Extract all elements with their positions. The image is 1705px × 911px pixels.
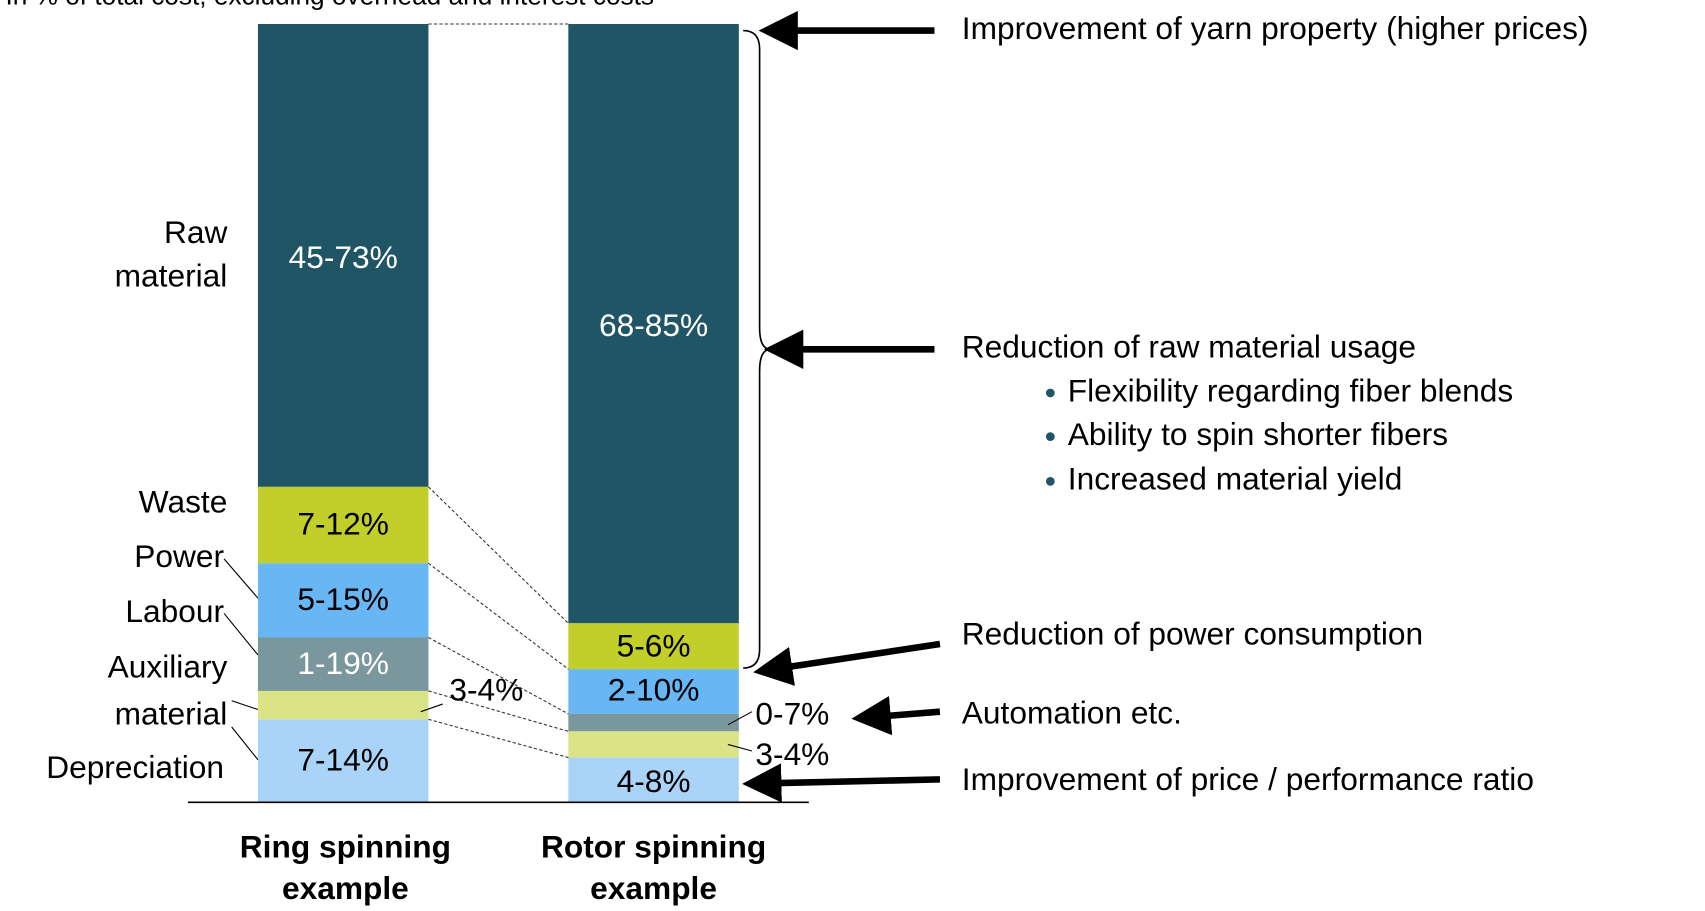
bullet [1045, 388, 1055, 398]
connectors [428, 23, 569, 759]
segment [257, 486, 429, 564]
leaders [223, 558, 259, 761]
category-label: Rotor spinning [541, 829, 766, 865]
arrows [742, 10, 941, 803]
segment [568, 669, 739, 714]
category-label: example [282, 870, 409, 906]
annotation: Reduction of raw material usage [962, 329, 1416, 365]
segment-label: 1-19% [297, 645, 389, 681]
bullet [1045, 477, 1055, 486]
rotor-bar [568, 24, 739, 803]
subtitle: In % of total cost, excluding overhead a… [5, 0, 654, 11]
segment-label: 5-6% [617, 628, 691, 664]
segment-label: 5-15% [297, 581, 389, 617]
annotation: Reduction of power consumption [962, 616, 1423, 652]
segment-label: 68-85% [599, 307, 708, 343]
bullet [1045, 432, 1055, 441]
category-label: Ring spinning [240, 829, 451, 865]
leader [420, 703, 443, 713]
row-label: Power [134, 538, 224, 574]
segment [257, 719, 429, 803]
row-label: Raw [164, 214, 228, 250]
segment-label: 2-10% [608, 671, 700, 707]
row-label: Waste [139, 484, 228, 520]
row-label: Auxiliary [108, 649, 228, 685]
segment-label: 0-7% [755, 695, 829, 731]
annotation: Improvement of yarn property (higher pri… [962, 10, 1589, 46]
annotation: Improvement of price / performance ratio [962, 761, 1534, 797]
bullet-text: Ability to spin shorter fibers [1068, 416, 1448, 452]
segment-label: 7-12% [297, 506, 389, 542]
segment [257, 637, 429, 691]
segment-label: 3-4% [449, 671, 523, 707]
annotation: Automation etc. [962, 694, 1182, 730]
segment [257, 563, 429, 638]
bullet-text: Increased material yield [1068, 461, 1403, 497]
row-label: Labour [125, 593, 224, 629]
segment-label: 7-14% [297, 741, 389, 777]
segment [568, 713, 739, 732]
leaders [727, 711, 753, 752]
segment [568, 757, 739, 803]
row-label: material [115, 258, 228, 294]
segment-label: 4-8% [617, 763, 691, 799]
segment [257, 690, 429, 720]
category-label: example [590, 870, 717, 906]
segment [568, 24, 739, 624]
segment [568, 731, 739, 758]
ring-bar [257, 24, 429, 803]
segment-label: 45-73% [289, 239, 398, 275]
segment [568, 623, 739, 670]
brace [743, 29, 771, 669]
row-label: material [115, 695, 228, 731]
bullet-text: Flexibility regarding fiber blends [1068, 372, 1513, 408]
segment [257, 24, 429, 487]
segment-label: 3-4% [755, 736, 829, 772]
row-label: Depreciation [46, 749, 224, 785]
